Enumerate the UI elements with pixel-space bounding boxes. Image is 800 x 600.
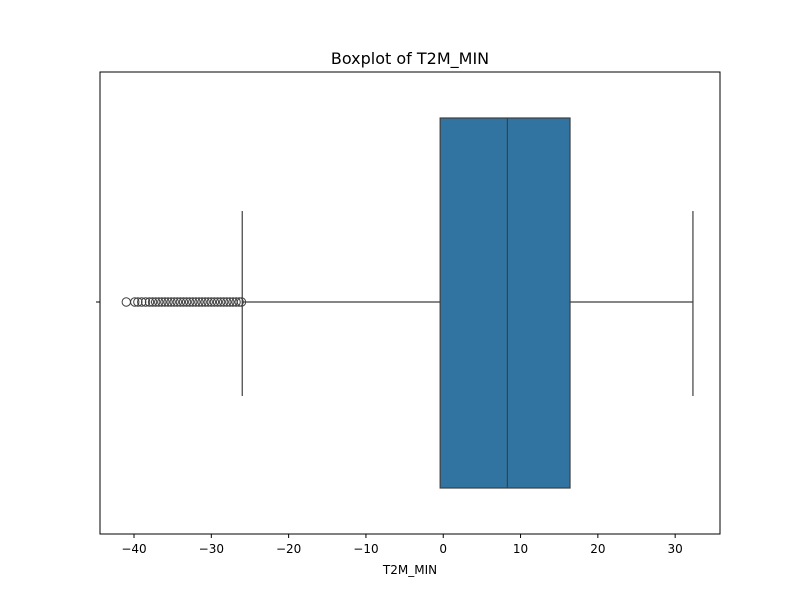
outlier-point xyxy=(212,297,223,307)
outlier-point xyxy=(166,297,176,307)
outlier-point xyxy=(130,297,140,307)
outlier-point xyxy=(181,297,192,307)
outlier-point xyxy=(194,297,204,307)
outlier-point xyxy=(160,297,170,307)
outlier-point xyxy=(147,297,158,307)
outlier-point xyxy=(203,297,213,307)
outlier-point xyxy=(206,297,217,307)
x-tick-label: 20 xyxy=(590,542,605,556)
x-tick-label: 10 xyxy=(513,542,528,556)
x-tick-label: −30 xyxy=(199,542,224,556)
outlier-point xyxy=(137,297,147,307)
outlier-point xyxy=(154,297,164,307)
outlier-point xyxy=(188,297,198,307)
outlier-point xyxy=(225,297,235,307)
x-axis-label: T2M_MIN xyxy=(382,563,437,577)
chart-title: Boxplot of T2M_MIN xyxy=(331,49,489,69)
x-axis: −40 −30 −20 −10 0 10 20 30 xyxy=(121,534,683,556)
outlier-point xyxy=(218,297,229,307)
iqr-box xyxy=(439,117,571,489)
outlier-point xyxy=(222,297,232,307)
x-tick-label: −40 xyxy=(121,542,146,556)
outlier-point xyxy=(121,297,131,307)
outlier-point xyxy=(200,297,210,307)
outlier-point xyxy=(144,297,155,307)
x-tick-label: 30 xyxy=(668,542,683,556)
outlier-point xyxy=(150,297,161,307)
outlier-point xyxy=(197,297,207,307)
outlier-point xyxy=(133,297,143,307)
plot-frame xyxy=(99,71,721,535)
outlier-point xyxy=(209,297,220,307)
boxplot-marks xyxy=(121,117,694,489)
outlier-point xyxy=(231,297,241,307)
outlier-point xyxy=(175,297,186,307)
x-tick-label: 0 xyxy=(439,542,447,556)
outlier-point xyxy=(140,297,151,307)
outlier-point xyxy=(178,297,189,307)
x-tick-label: −10 xyxy=(353,542,378,556)
outlier-point xyxy=(191,297,201,307)
outlier-point xyxy=(163,297,173,307)
outlier-point xyxy=(236,297,247,307)
outlier-point xyxy=(184,297,195,307)
outlier-point xyxy=(157,297,167,307)
outlier-point xyxy=(172,297,183,307)
outlier-point xyxy=(169,297,179,307)
x-tick-label: −20 xyxy=(276,542,301,556)
outlier-point xyxy=(234,297,244,307)
outlier-point xyxy=(215,297,226,307)
